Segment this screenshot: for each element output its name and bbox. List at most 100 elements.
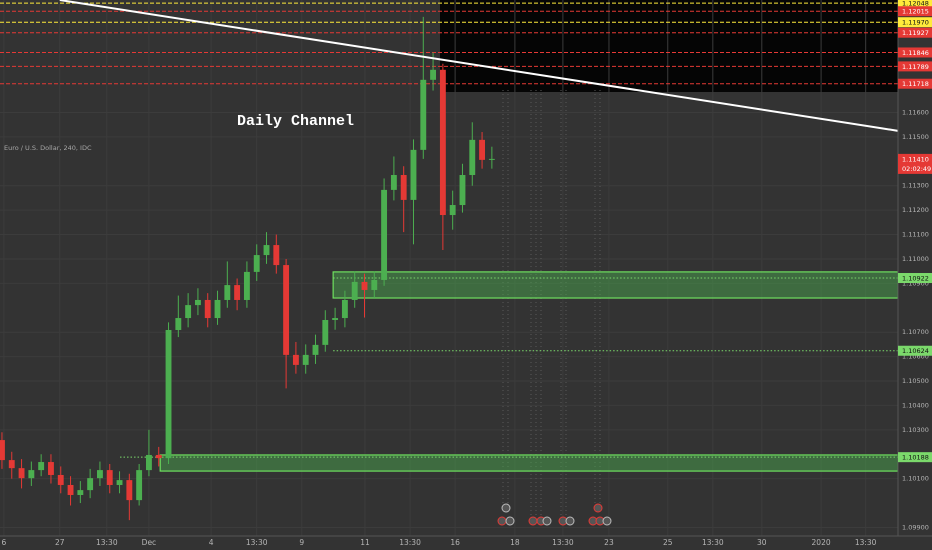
candle-body <box>243 271 250 300</box>
symbol-header: Euro / U.S. Dollar, 240, IDC <box>4 144 92 152</box>
x-tick-label: 6 <box>2 538 7 547</box>
candle-body <box>155 454 162 459</box>
zone <box>332 271 899 299</box>
price-tag <box>898 61 932 72</box>
x-tick-label: 13:30 <box>702 538 724 547</box>
grid <box>0 0 898 536</box>
candle-body <box>439 69 446 216</box>
y-tick-label: 1.10400 <box>902 401 929 409</box>
x-tick-label: 13:30 <box>246 538 268 547</box>
event-marker <box>602 516 612 526</box>
candle-body <box>8 460 15 469</box>
candle-body <box>292 354 299 365</box>
x-tick-label: 11 <box>360 538 370 547</box>
price-tag-label: 1.11927 <box>902 29 929 37</box>
x-tick-label: 25 <box>663 538 673 547</box>
candle-body <box>106 470 113 485</box>
candle-body <box>224 285 231 300</box>
candle-body <box>253 255 260 272</box>
y-tick-label: 1.10600 <box>902 353 929 361</box>
candle-body <box>302 354 309 365</box>
event-marker <box>501 503 511 513</box>
price-tag <box>898 27 932 38</box>
x-tick-label: 18 <box>510 538 520 547</box>
candle-body <box>165 329 172 459</box>
candle-body <box>18 468 25 479</box>
candle-body <box>116 480 123 485</box>
candle-body <box>28 470 35 479</box>
candle-body <box>38 462 45 471</box>
candle-body <box>351 281 358 300</box>
event-guides <box>502 90 601 515</box>
candle-body <box>390 175 397 190</box>
candle-body <box>67 484 74 495</box>
candle-body <box>488 158 495 160</box>
candle-body <box>459 175 466 206</box>
candle-body <box>204 299 211 319</box>
candle-body <box>479 139 486 160</box>
x-tick-label: 13:30 <box>855 538 877 547</box>
candle-body <box>48 462 54 475</box>
candle-body <box>263 245 270 256</box>
trendline <box>59 0 899 132</box>
chart-title: Daily Channel <box>237 113 354 130</box>
event-marker <box>593 503 603 513</box>
candle-body <box>420 79 427 150</box>
trendline-group <box>59 0 899 132</box>
event-marker <box>505 516 515 526</box>
x-tick-label: 13:30 <box>96 538 118 547</box>
x-tick-label: 13:30 <box>399 538 421 547</box>
price-tag <box>898 345 932 356</box>
candle-body <box>214 299 221 319</box>
candle-body <box>410 149 417 200</box>
y-tick-label: 1.09900 <box>902 523 929 531</box>
price-tag <box>898 273 932 284</box>
last-price-label: 1.11410 <box>902 155 929 163</box>
candle-body <box>341 299 348 319</box>
y-tick-label: 1.11600 <box>902 109 929 117</box>
candle-body <box>469 139 476 176</box>
x-tick-label: 30 <box>757 538 767 547</box>
x-tick-label: 27 <box>55 538 65 547</box>
candle-body <box>87 478 94 491</box>
x-tick-label: 2020 <box>812 538 831 547</box>
price-tag-label: 1.10624 <box>902 347 929 355</box>
y-tick-label: 1.10700 <box>902 328 929 336</box>
candle-body <box>57 474 64 485</box>
candle-body <box>273 245 280 266</box>
candle-body <box>400 175 407 200</box>
x-tick-label: 9 <box>299 538 304 547</box>
candle-body <box>449 205 456 216</box>
candle-body <box>381 189 388 280</box>
x-tick-label: 16 <box>450 538 460 547</box>
price-tag-label: 1.12048 <box>902 0 929 8</box>
price-tag <box>898 0 932 9</box>
candle-body <box>185 305 192 319</box>
candles <box>0 16 495 521</box>
event-markers <box>497 503 612 526</box>
candle-body <box>194 299 201 306</box>
y-tick-label: 1.10900 <box>902 279 929 287</box>
price-tag-label: 1.10188 <box>902 454 929 462</box>
event-marker <box>542 516 552 526</box>
event-marker <box>497 516 507 526</box>
candle-body <box>77 490 84 495</box>
y-tick-label: 1.11000 <box>902 255 929 263</box>
y-tick-label: 1.11200 <box>902 206 929 214</box>
price-tag-label: 1.11789 <box>902 63 929 71</box>
axes: 1.11600 1.11500 1.11300 1.11200 1.11100 1.110… <box>2 109 929 547</box>
candle-body <box>283 265 290 355</box>
x-tick-label: 4 <box>209 538 214 547</box>
price-tag-label: 1.11970 <box>902 19 929 27</box>
candle-body <box>0 440 5 461</box>
candle-body <box>136 470 143 501</box>
x-tick-label: 23 <box>604 538 614 547</box>
candle-body <box>234 285 241 300</box>
price-tag-label: 1.10922 <box>902 275 929 283</box>
zones <box>159 271 899 472</box>
event-marker <box>565 516 575 526</box>
y-tick-label: 1.10100 <box>902 475 929 483</box>
y-tick-label: 1.11100 <box>902 231 929 239</box>
